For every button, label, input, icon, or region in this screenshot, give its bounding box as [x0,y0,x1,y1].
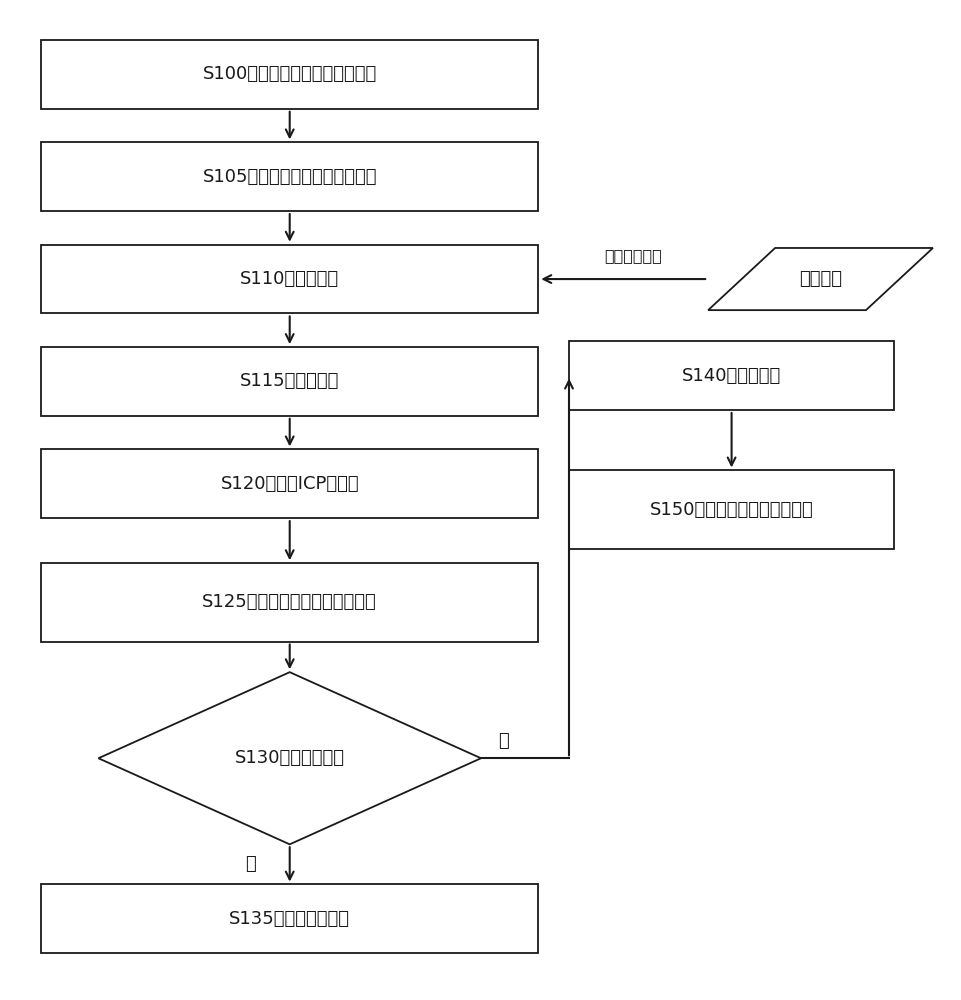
Text: 否: 否 [498,732,508,750]
Text: S125：由配准误差评价标定误差: S125：由配准误差评价标定误差 [202,593,377,611]
Bar [41,563,538,642]
Bar [41,347,538,416]
Text: S150：对采集车做进一步标定: S150：对采集车做进一步标定 [649,501,813,519]
Bar [41,40,538,109]
Text: 基站数据: 基站数据 [799,270,841,288]
Text: S110：轨迹解算: S110：轨迹解算 [240,270,339,288]
Bar [568,341,894,410]
Text: S115：点云解算: S115：点云解算 [240,372,339,390]
Text: S135：开始采集任务: S135：开始采集任务 [229,910,350,928]
Bar [41,245,538,313]
Bar [41,142,538,211]
Text: 是: 是 [245,855,256,873]
Text: S130：检核合格？: S130：检核合格？ [234,749,344,767]
Text: 移动互联网络: 移动互联网络 [604,248,661,263]
Text: S140：结束采集: S140：结束采集 [681,367,780,385]
Text: S100：选择合适的室外检核区域: S100：选择合适的室外检核区域 [203,65,377,83]
Bar [568,470,894,549]
Bar [41,449,538,518]
Polygon shape [707,248,932,310]
Text: S120：点云ICP精配准: S120：点云ICP精配准 [220,475,358,493]
Bar [41,884,538,953]
Text: S105：对地物进行重复数据采集: S105：对地物进行重复数据采集 [202,168,377,186]
Polygon shape [98,672,480,844]
